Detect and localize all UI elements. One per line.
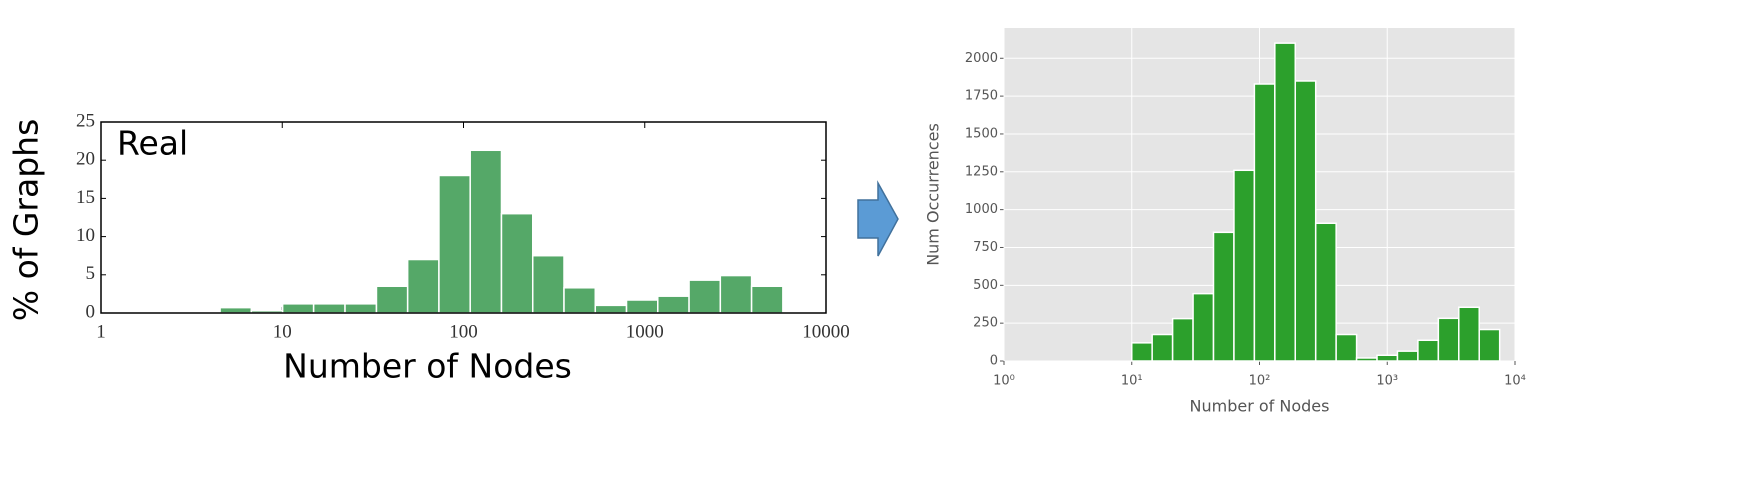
bar [281,303,315,314]
x-tick-label: 10³ [1376,374,1398,389]
y-tick-label: 0 [86,301,96,322]
annotation: Real [117,124,188,163]
x-axis-label: Number of Nodes [1190,397,1330,416]
bar [219,306,253,314]
y-tick-label: 1500 [965,126,998,141]
bar [1233,169,1256,362]
bar [344,303,378,314]
bar [1478,328,1501,362]
bar [625,299,659,314]
x-tick-label: 10 [273,321,292,342]
x-tick-label: 10¹ [1121,374,1143,389]
x-tick-label: 100 [449,321,478,342]
bar [1151,333,1174,362]
y-tick-label: 20 [76,149,95,170]
bar [500,212,534,314]
y-tick-label: 0 [990,354,998,369]
plot-frame [100,121,827,314]
y-axis-label: Num Occurrences [924,123,943,266]
x-axis-label: Number of Nodes [283,347,572,386]
bar [1294,80,1317,362]
y-tick-label: 1250 [965,164,998,179]
bar [1376,354,1399,362]
arrow [857,180,899,257]
y-tick-label: 15 [76,187,95,208]
bar [1335,333,1358,362]
bar [688,279,722,314]
y-tick-label: 25 [76,110,95,131]
bar [657,295,690,314]
bar [469,149,503,314]
bar [406,258,440,314]
bar [1355,357,1378,362]
x-tick-label: 10² [1249,374,1271,389]
bar [1417,339,1440,362]
x-tick-label: 1 [96,321,106,342]
x-tick-label: 10⁰ [993,374,1015,389]
bar [1192,292,1215,362]
bar [438,174,471,314]
bar [1458,306,1480,362]
y-tick-label: 5 [86,263,96,284]
y-tick-label: 10 [76,225,95,246]
bar [1131,342,1153,362]
x-tick-label: 10000 [802,321,850,342]
bar [1437,317,1460,362]
bar [1212,231,1235,362]
bar [1396,350,1419,362]
bar [375,285,409,314]
bar [719,274,753,314]
y-tick-label: 250 [973,316,998,331]
bar [531,254,565,314]
y-tick-label: 1750 [965,89,998,104]
bar [750,285,784,314]
bar [563,287,597,314]
x-tick-label: 1000 [626,321,664,342]
bar [312,303,346,314]
bar [1314,222,1337,362]
y-tick-label: 750 [973,240,998,255]
bar [1274,42,1297,362]
bar [1171,317,1194,362]
x-tick-label: 10⁴ [1504,374,1526,389]
y-tick-label: 1000 [965,202,998,217]
y-axis-label: % of Graphs [7,119,46,322]
y-tick-label: 500 [973,278,998,293]
bar [1253,83,1276,362]
y-tick-label: 2000 [965,51,998,66]
bar [594,304,628,314]
